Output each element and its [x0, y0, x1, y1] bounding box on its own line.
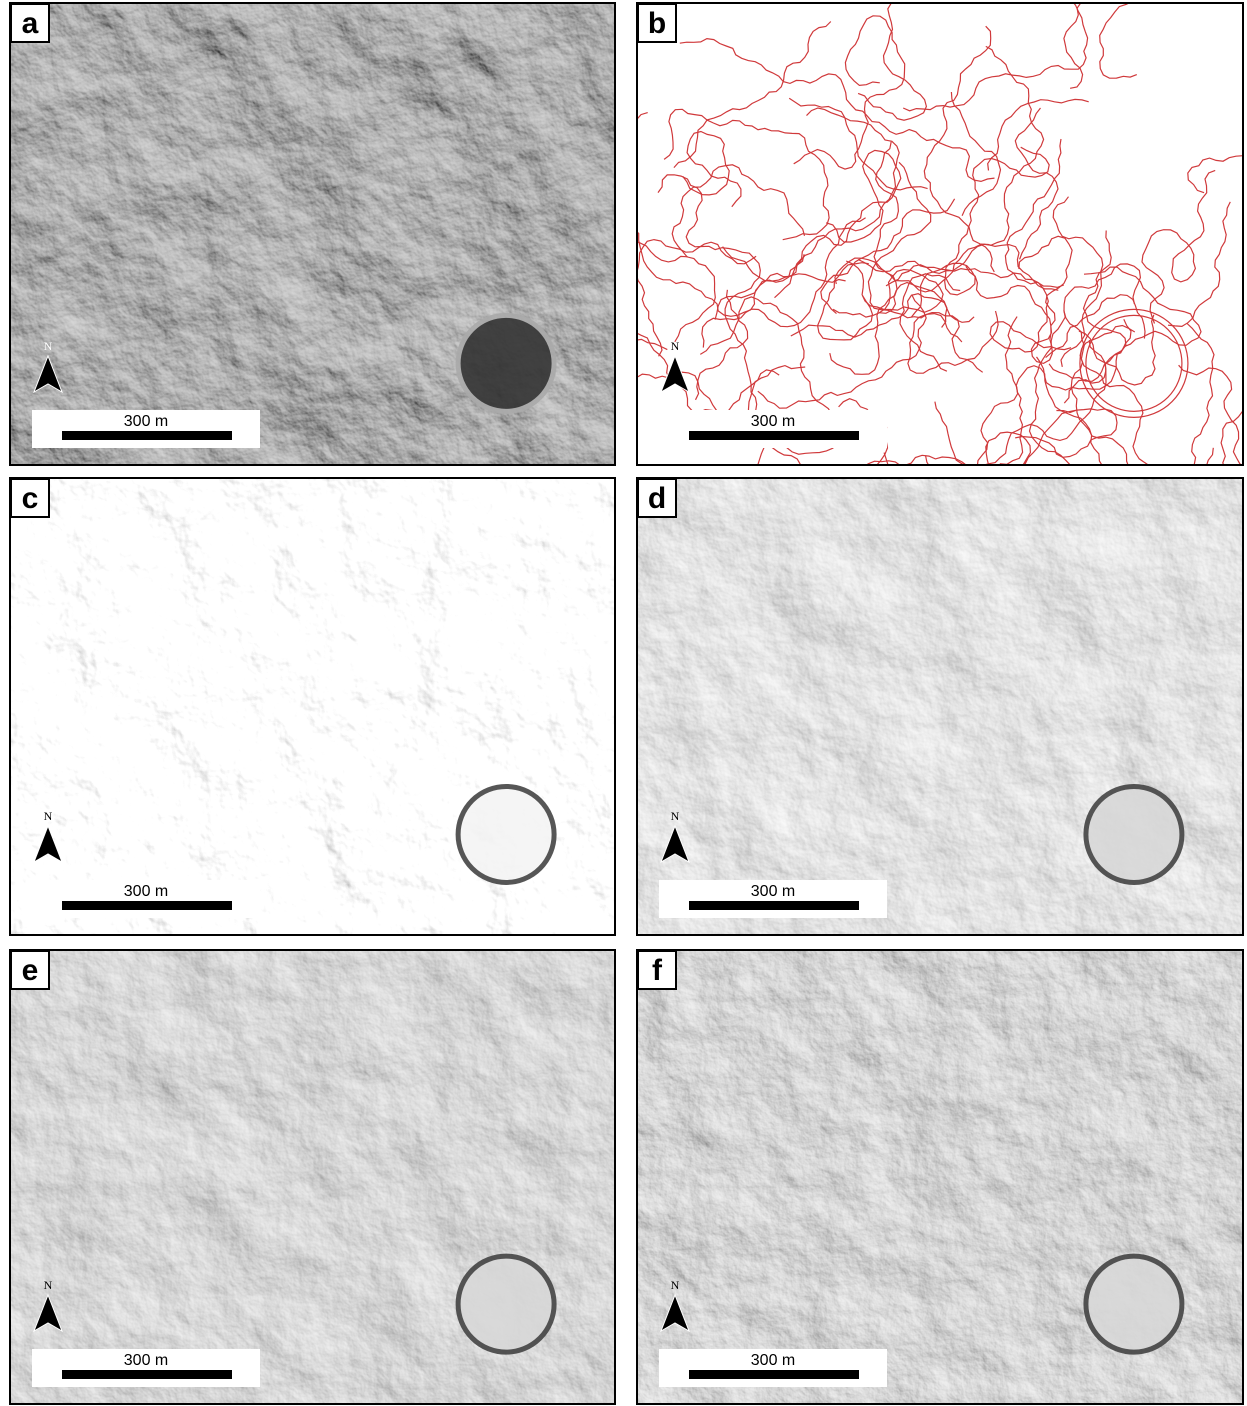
panel [10, 478, 615, 935]
north-label: N [44, 1278, 53, 1292]
scale-label: 300 m [124, 413, 168, 430]
scale-label: 300 m [124, 1352, 168, 1369]
panel-label: d [648, 482, 666, 515]
panel-label: b [648, 7, 666, 40]
scale-bar [689, 901, 859, 910]
panel [637, 478, 1243, 935]
scale-bar [689, 431, 859, 440]
crater [1086, 1256, 1182, 1352]
contour-background [637, 3, 1243, 465]
panel [10, 950, 615, 1404]
scale-label: 300 m [751, 883, 795, 900]
crater [458, 786, 554, 882]
scale-label: 300 m [751, 413, 795, 430]
scale-label: 300 m [124, 883, 168, 900]
panel-label: c [22, 482, 39, 515]
scale-bar [62, 431, 232, 440]
scale-bar [62, 1370, 232, 1379]
scale-label: 300 m [751, 1352, 795, 1369]
north-label: N [44, 809, 53, 823]
panel [10, 3, 615, 465]
panel-label: e [22, 954, 39, 987]
figure: a N 300 m b N 300 m c N 300 m d N 300 m e N 300 m f N 300… [0, 0, 1247, 1406]
panel-label: a [22, 7, 39, 40]
north-label: N [671, 1278, 680, 1292]
panel [637, 950, 1243, 1404]
north-label: N [44, 339, 53, 353]
crater [458, 1256, 554, 1352]
panel-label: f [652, 954, 663, 987]
crater [1086, 786, 1182, 882]
north-label: N [671, 339, 680, 353]
scale-bar [62, 901, 232, 910]
north-label: N [671, 809, 680, 823]
crater [458, 315, 554, 411]
scale-bar [689, 1370, 859, 1379]
